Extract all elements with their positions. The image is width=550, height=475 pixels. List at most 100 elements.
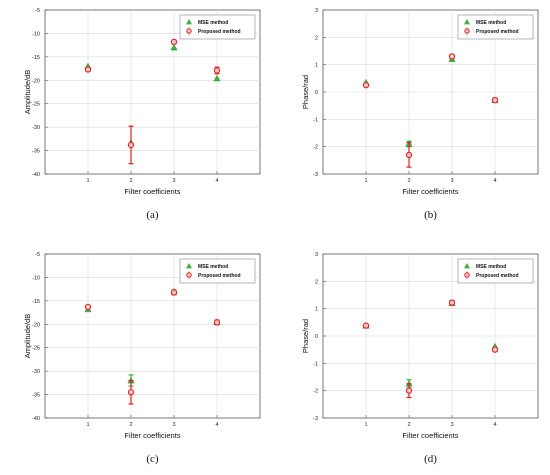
x-tick-label: 1 xyxy=(364,178,367,184)
y-tick-label: -1 xyxy=(313,361,318,367)
y-tick-label: -3 xyxy=(313,416,318,422)
x-tick-label: 2 xyxy=(129,422,132,428)
x-tick-label: 4 xyxy=(493,178,496,184)
y-tick-label: -30 xyxy=(32,125,40,131)
data-point-circle xyxy=(213,67,221,74)
legend-triangle-icon xyxy=(186,19,192,25)
y-tick-label: -10 xyxy=(32,31,40,37)
panel-caption: (d) xyxy=(424,453,437,465)
x-axis-label: Filter coefficients xyxy=(124,431,180,440)
y-tick-label: 2 xyxy=(315,35,318,41)
legend-label: Proposed method xyxy=(198,29,241,35)
legend-circle-icon xyxy=(186,272,192,278)
y-tick-label: 2 xyxy=(315,279,318,285)
legend-label: Proposed method xyxy=(476,273,519,279)
x-tick-label: 1 xyxy=(86,178,89,184)
y-tick-label: -15 xyxy=(32,55,40,61)
panel-d: 3 2 1 0 -1 -2 -3 1 2 3 4 Filter coefficients Phase/r… xyxy=(301,252,539,465)
x-tick-label: 2 xyxy=(407,422,410,428)
y-tick-label: 3 xyxy=(315,8,318,14)
y-tick-label: -25 xyxy=(32,102,40,108)
y-tick-label: -40 xyxy=(32,416,40,422)
data-point-circle xyxy=(84,66,92,73)
y-tick-label: 3 xyxy=(315,252,318,258)
y-tick-label: -30 xyxy=(32,369,40,375)
y-axis-label: Amplitude/dB xyxy=(23,70,32,115)
legend-label: Proposed method xyxy=(476,29,519,35)
x-tick-label: 3 xyxy=(172,422,175,428)
x-tick-label: 4 xyxy=(493,422,496,428)
y-tick-label: -15 xyxy=(32,299,40,305)
y-tick-label: -2 xyxy=(313,389,318,395)
x-tick-label: 3 xyxy=(450,422,453,428)
y-tick-label: -25 xyxy=(32,346,40,352)
legend-box xyxy=(457,14,534,40)
panel-caption: (b) xyxy=(424,209,437,221)
y-tick-label: -20 xyxy=(32,78,40,84)
y-tick-label: 0 xyxy=(315,90,318,96)
data-point-circle xyxy=(405,151,413,159)
data-point-circle xyxy=(405,387,413,394)
legend-triangle-icon xyxy=(464,19,470,25)
data-point-circle xyxy=(84,303,92,311)
panel-c: -5 -10 -15 -20 -25 -30 -35 -40 1 2 3 4 Filter coeffi… xyxy=(23,252,261,465)
x-tick-label: 2 xyxy=(407,178,410,184)
y-tick-label: -5 xyxy=(35,8,40,14)
legend-circle-icon xyxy=(186,28,192,34)
legend-triangle-icon xyxy=(464,263,470,269)
x-axis-label: Filter coefficients xyxy=(402,187,458,196)
data-point-circle xyxy=(170,38,178,46)
data-point-circle xyxy=(127,389,135,396)
y-axis-label: Phase/rad xyxy=(301,75,310,109)
panel-caption: (a) xyxy=(146,209,159,221)
data-point-triangle xyxy=(170,43,178,51)
y-tick-label: -5 xyxy=(35,252,40,258)
y-axis-label: Phase/rad xyxy=(301,319,310,353)
data-point-circle xyxy=(362,82,370,89)
legend-circle-icon xyxy=(464,28,470,34)
y-axis-label: Amplitude/dB xyxy=(23,314,32,359)
y-tick-label: -40 xyxy=(32,172,40,178)
legend-circle-icon xyxy=(464,272,470,278)
x-tick-label: 3 xyxy=(172,178,175,184)
panel-caption: (c) xyxy=(146,453,159,465)
legend-label: MSE method xyxy=(198,20,228,26)
y-tick-label: -20 xyxy=(32,322,40,328)
x-axis-label: Filter coefficients xyxy=(402,431,458,440)
data-point-circle xyxy=(127,141,135,149)
y-tick-label: 1 xyxy=(315,63,318,69)
x-tick-label: 2 xyxy=(129,178,132,184)
legend-label: Proposed method xyxy=(198,273,241,279)
y-tick-label: -3 xyxy=(313,172,318,178)
panel-b: 3 2 1 0 -1 -2 -3 1 2 3 4 Filter coefficients Phase/r… xyxy=(301,8,539,221)
data-point-triangle xyxy=(213,74,221,82)
x-tick-label: 4 xyxy=(215,422,218,428)
data-point-circle xyxy=(448,299,456,306)
x-axis-label: Filter coefficients xyxy=(124,187,180,196)
data-point-circle xyxy=(170,289,178,296)
y-tick-label: 1 xyxy=(315,307,318,313)
legend-label: MSE method xyxy=(476,20,506,26)
data-point-circle xyxy=(448,53,456,60)
y-tick-label: -35 xyxy=(32,149,40,155)
data-point-circle xyxy=(213,319,221,326)
data-point-circle xyxy=(491,346,499,353)
x-tick-label: 1 xyxy=(364,422,367,428)
legend-box xyxy=(179,14,256,40)
panel-a: -5 -10 -15 -20 -25 -30 -35 -40 1 2 3 4 Filter coeffi… xyxy=(23,8,261,221)
x-tick-label: 1 xyxy=(86,422,89,428)
legend-box xyxy=(179,258,256,284)
y-tick-label: 0 xyxy=(315,334,318,340)
x-tick-label: 4 xyxy=(215,178,218,184)
x-tick-label: 3 xyxy=(450,178,453,184)
legend-triangle-icon xyxy=(186,263,192,269)
legend-box xyxy=(457,258,534,284)
data-point-circle xyxy=(491,97,499,104)
data-point-circle xyxy=(362,322,370,329)
legend-label: MSE method xyxy=(198,264,228,270)
y-tick-label: -2 xyxy=(313,145,318,151)
legend-label: MSE method xyxy=(476,264,506,270)
y-tick-label: -10 xyxy=(32,275,40,281)
y-tick-label: -1 xyxy=(313,117,318,123)
